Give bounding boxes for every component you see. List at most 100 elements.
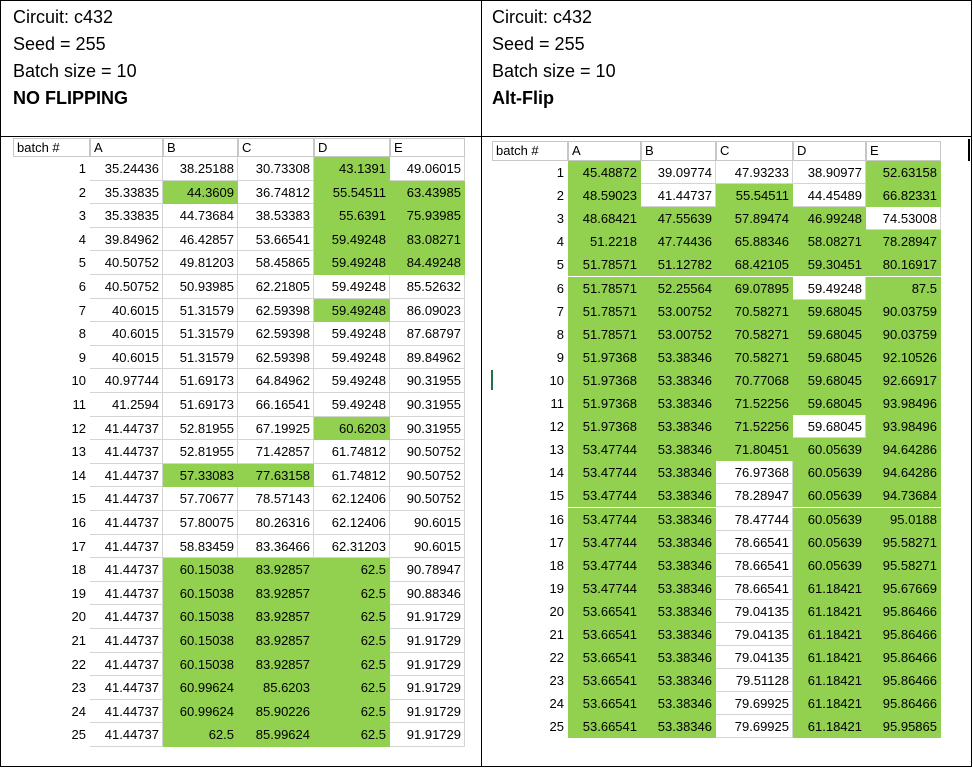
data-cell: 62.5 bbox=[314, 605, 390, 629]
row-number-cell: 8 bbox=[556, 326, 564, 342]
data-cell: 53.47744 bbox=[568, 530, 641, 554]
row-number-cell: 4 bbox=[78, 231, 86, 247]
data-cell: 46.42857 bbox=[163, 227, 238, 252]
data-cell: 62.5 bbox=[314, 676, 390, 700]
column-header-c: C bbox=[716, 141, 793, 161]
data-cell: 91.91729 bbox=[390, 699, 465, 724]
row-number-cell: 15 bbox=[549, 488, 564, 504]
data-cell: 53.38346 bbox=[641, 623, 716, 647]
data-cell: 90.50752 bbox=[390, 440, 465, 464]
data-cell: 53.47744 bbox=[568, 553, 641, 577]
data-cell: 58.45865 bbox=[238, 251, 314, 275]
data-cell: 62.59398 bbox=[238, 345, 314, 370]
data-cell: 35.33835 bbox=[90, 180, 163, 205]
row-number-cell: 21 bbox=[549, 627, 564, 642]
data-cell: 93.98496 bbox=[866, 392, 941, 416]
data-cell: 59.49248 bbox=[314, 393, 390, 417]
row-number-cell: 16 bbox=[549, 511, 564, 527]
data-cell: 59.30451 bbox=[793, 253, 866, 277]
data-cell: 90.31955 bbox=[390, 369, 465, 393]
data-cell: 59.68045 bbox=[793, 322, 866, 346]
data-cell: 59.49248 bbox=[314, 227, 390, 252]
data-cell: 41.44737 bbox=[90, 676, 163, 700]
data-cell: 51.97368 bbox=[568, 345, 641, 369]
data-cell: 78.28947 bbox=[716, 484, 793, 508]
data-cell: 95.86466 bbox=[866, 669, 941, 693]
row-number-cell: 10 bbox=[71, 373, 86, 389]
data-cell: 60.6203 bbox=[314, 416, 390, 441]
data-cell: 53.38346 bbox=[641, 368, 716, 392]
left-seed-label: Seed = 255 bbox=[13, 34, 106, 54]
data-cell: 38.53383 bbox=[238, 204, 314, 228]
data-cell: 87.5 bbox=[866, 276, 941, 300]
data-cell: 61.18421 bbox=[793, 599, 866, 623]
data-cell: 91.91729 bbox=[390, 605, 465, 629]
data-cell: 44.45489 bbox=[793, 184, 866, 208]
data-cell: 51.97368 bbox=[568, 415, 641, 439]
data-cell: 62.5 bbox=[314, 629, 390, 653]
data-cell: 41.2594 bbox=[90, 393, 163, 417]
row-number-cell: 20 bbox=[71, 609, 86, 625]
data-cell: 62.59398 bbox=[238, 322, 314, 346]
data-cell: 95.86466 bbox=[866, 646, 941, 670]
data-cell: 90.6015 bbox=[390, 511, 465, 535]
column-header-a: A bbox=[568, 141, 641, 161]
data-cell: 75.93985 bbox=[390, 204, 465, 228]
data-cell: 93.98496 bbox=[866, 415, 941, 439]
data-cell: 53.47744 bbox=[568, 576, 641, 600]
data-cell: 55.54511 bbox=[314, 180, 390, 205]
data-cell: 41.44737 bbox=[90, 487, 163, 511]
row-number-cell: 5 bbox=[556, 257, 564, 273]
data-cell: 51.69173 bbox=[163, 369, 238, 393]
data-cell: 83.92857 bbox=[238, 605, 314, 629]
sheet-edge-marker bbox=[968, 139, 970, 161]
data-cell: 61.74812 bbox=[314, 463, 390, 488]
data-cell: 49.81203 bbox=[163, 251, 238, 275]
row-number-cell: 6 bbox=[78, 279, 86, 294]
row-number-cell: 17 bbox=[549, 534, 564, 550]
data-cell: 53.38346 bbox=[641, 576, 716, 600]
right-mode-label: Alt-Flip bbox=[492, 88, 554, 108]
data-cell: 51.69173 bbox=[163, 393, 238, 417]
data-cell: 53.38346 bbox=[641, 507, 716, 531]
column-header-b: B bbox=[641, 141, 716, 161]
data-cell: 41.44737 bbox=[90, 652, 163, 677]
data-cell: 41.44737 bbox=[90, 629, 163, 653]
data-cell: 59.49248 bbox=[314, 298, 390, 323]
data-cell: 80.26316 bbox=[238, 511, 314, 535]
data-cell: 49.06015 bbox=[390, 157, 465, 181]
data-cell: 70.58271 bbox=[716, 345, 793, 369]
data-cell: 59.68045 bbox=[793, 345, 866, 369]
data-cell: 53.38346 bbox=[641, 461, 716, 485]
data-cell: 90.31955 bbox=[390, 416, 465, 441]
row-number-cell: 23 bbox=[549, 673, 564, 689]
data-cell: 45.48872 bbox=[568, 161, 641, 185]
data-cell: 62.5 bbox=[314, 581, 390, 606]
data-cell: 51.12782 bbox=[641, 253, 716, 277]
data-cell: 44.73684 bbox=[163, 204, 238, 228]
right-seed-label: Seed = 255 bbox=[492, 34, 585, 54]
data-cell: 41.44737 bbox=[90, 558, 163, 582]
data-cell: 35.33835 bbox=[90, 204, 163, 228]
data-cell: 62.5 bbox=[314, 558, 390, 582]
data-cell: 60.05639 bbox=[793, 507, 866, 531]
data-cell: 71.52256 bbox=[716, 415, 793, 439]
column-header-e: E bbox=[390, 138, 465, 157]
data-cell: 55.6391 bbox=[314, 204, 390, 228]
row-number-cell: 12 bbox=[71, 420, 86, 436]
right-panel-alt-flip: Circuit: c432 Seed = 255 Batch size = 10… bbox=[481, 0, 972, 767]
data-cell: 70.58271 bbox=[716, 322, 793, 346]
data-cell: 61.18421 bbox=[793, 623, 866, 647]
data-cell: 95.86466 bbox=[866, 599, 941, 623]
data-cell: 57.80075 bbox=[163, 511, 238, 535]
data-cell: 86.09023 bbox=[390, 298, 465, 323]
column-header-batch: batch # bbox=[13, 138, 90, 157]
data-cell: 90.6015 bbox=[390, 534, 465, 559]
row-number-cell: 3 bbox=[556, 211, 564, 227]
data-cell: 53.00752 bbox=[641, 299, 716, 323]
data-cell: 52.63158 bbox=[866, 161, 941, 185]
row-number-cell: 2 bbox=[78, 184, 86, 200]
right-spreadsheet: batch # A B C D E 1 45.48872 39.09774 47.93233 38.… bbox=[492, 141, 941, 739]
data-cell: 60.05639 bbox=[793, 553, 866, 577]
data-cell: 62.5 bbox=[314, 652, 390, 677]
